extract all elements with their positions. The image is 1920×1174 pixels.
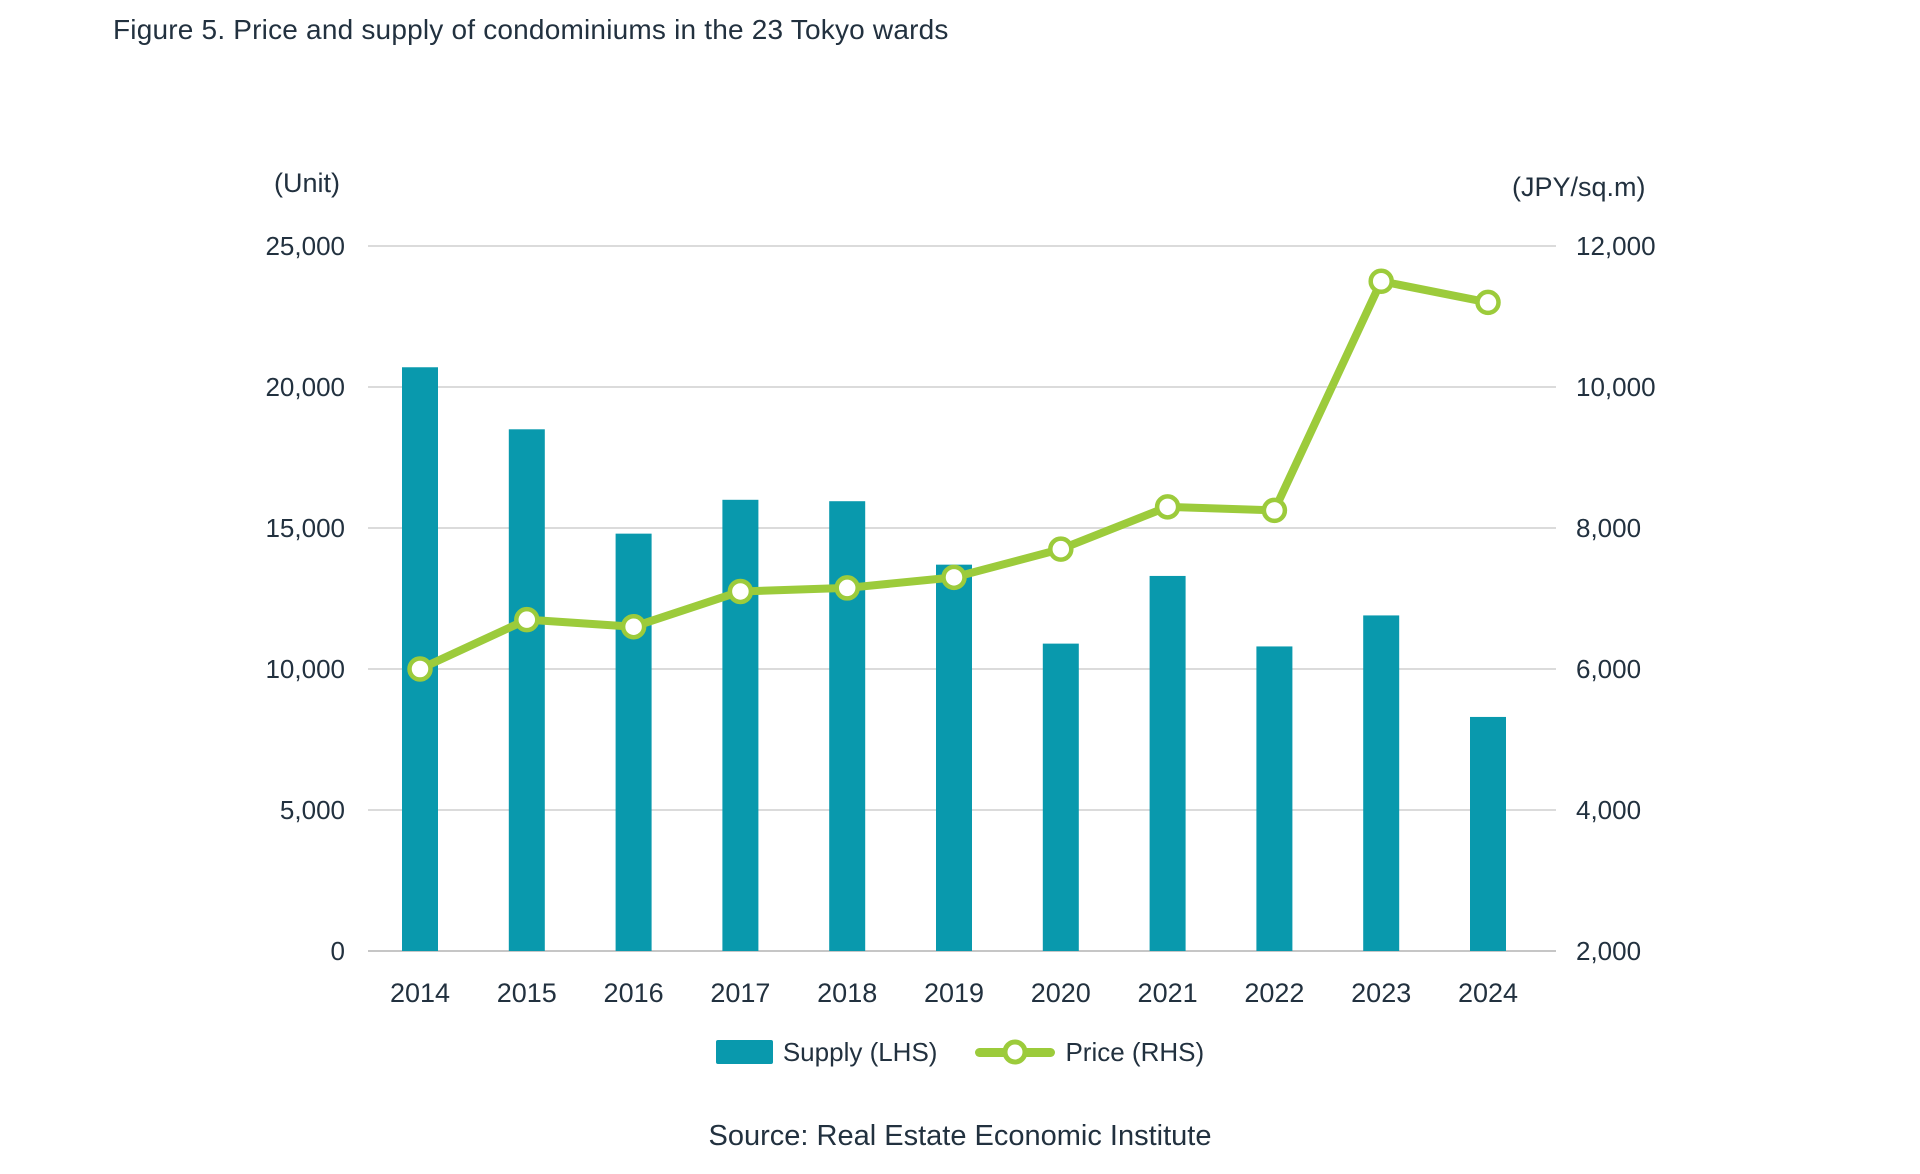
legend-item-supply: Supply (LHS) <box>715 1036 938 1068</box>
supply-bar-2019 <box>936 564 972 951</box>
supply-bar-2021 <box>1149 575 1186 951</box>
x-axis-label-2021: 2021 <box>1138 978 1198 1008</box>
price-marker-2014 <box>407 656 433 682</box>
x-axis-label-2017: 2017 <box>710 978 770 1008</box>
price-marker-2018 <box>834 575 860 601</box>
left-axis-tick-label: 10,000 <box>265 654 345 684</box>
price-marker-2022 <box>1261 497 1288 524</box>
supply-bar-2023 <box>1363 615 1400 951</box>
x-axis-label-2019: 2019 <box>924 978 984 1008</box>
price-marker-2024 <box>1475 289 1501 316</box>
supply-bar-2020 <box>1042 643 1079 951</box>
left-axis-unit-label: (Unit) <box>274 168 340 198</box>
x-axis-label-2022: 2022 <box>1244 978 1304 1008</box>
right-axis-tick-label: 12,000 <box>1576 231 1656 261</box>
supply-bar-2016 <box>615 533 652 951</box>
source-caption: Source: Real Estate Economic Institute <box>708 1120 1212 1152</box>
x-axis-label-2016: 2016 <box>604 978 664 1008</box>
price-marker-2015 <box>514 606 540 633</box>
chart-legend: Supply (LHS) Price (RHS) <box>0 1030 1920 1074</box>
x-axis-label-2020: 2020 <box>1031 978 1091 1008</box>
figure-title: Figure 5. Price and supply of condominiu… <box>113 14 949 45</box>
supply-legend-label: Supply (LHS) <box>782 1036 938 1067</box>
right-axis-tick-label: 10,000 <box>1576 372 1656 402</box>
price-marker-2020 <box>1048 536 1074 562</box>
x-axis-label-2015: 2015 <box>497 978 557 1008</box>
right-axis-tick-label: 6,000 <box>1576 654 1641 684</box>
price-legend-line-swatch <box>975 1039 1056 1065</box>
price-marker-2017 <box>727 578 754 605</box>
left-axis-tick-label: 25,000 <box>265 231 345 261</box>
right-axis-tick-label: 8,000 <box>1576 513 1641 543</box>
supply-bar-2024 <box>1470 716 1506 951</box>
right-axis-unit-label: (JPY/sq.m) <box>1512 172 1646 202</box>
price-marker-2021 <box>1154 494 1181 520</box>
right-axis-tick-label: 2,000 <box>1576 936 1641 966</box>
supply-bar-2015 <box>508 429 545 951</box>
price-marker-2016 <box>620 613 647 640</box>
x-axis-label-2023: 2023 <box>1351 978 1411 1008</box>
left-axis-tick-label: 20,000 <box>265 372 345 402</box>
supply-legend-swatch <box>715 1040 773 1064</box>
price-legend-label: Price (RHS) <box>1065 1036 1205 1067</box>
price-legend-marker-icon <box>1002 1039 1028 1065</box>
x-axis-label-2024: 2024 <box>1458 978 1518 1008</box>
left-axis-tick-label: 15,000 <box>265 513 345 543</box>
price-marker-2019 <box>941 564 967 591</box>
supply-bar-2018 <box>829 501 866 951</box>
supply-bar-2017 <box>722 499 759 951</box>
price-marker-2023 <box>1368 268 1394 294</box>
legend-item-price: Price (RHS) <box>975 1037 1204 1068</box>
left-axis-tick-label: 5,000 <box>280 795 345 825</box>
left-axis-tick-label: 0 <box>331 936 345 966</box>
supply-bar-2022 <box>1256 646 1293 951</box>
x-axis-label-2018: 2018 <box>817 978 877 1008</box>
right-axis-tick-label: 4,000 <box>1576 795 1641 825</box>
x-axis-label-2014: 2014 <box>390 978 450 1008</box>
